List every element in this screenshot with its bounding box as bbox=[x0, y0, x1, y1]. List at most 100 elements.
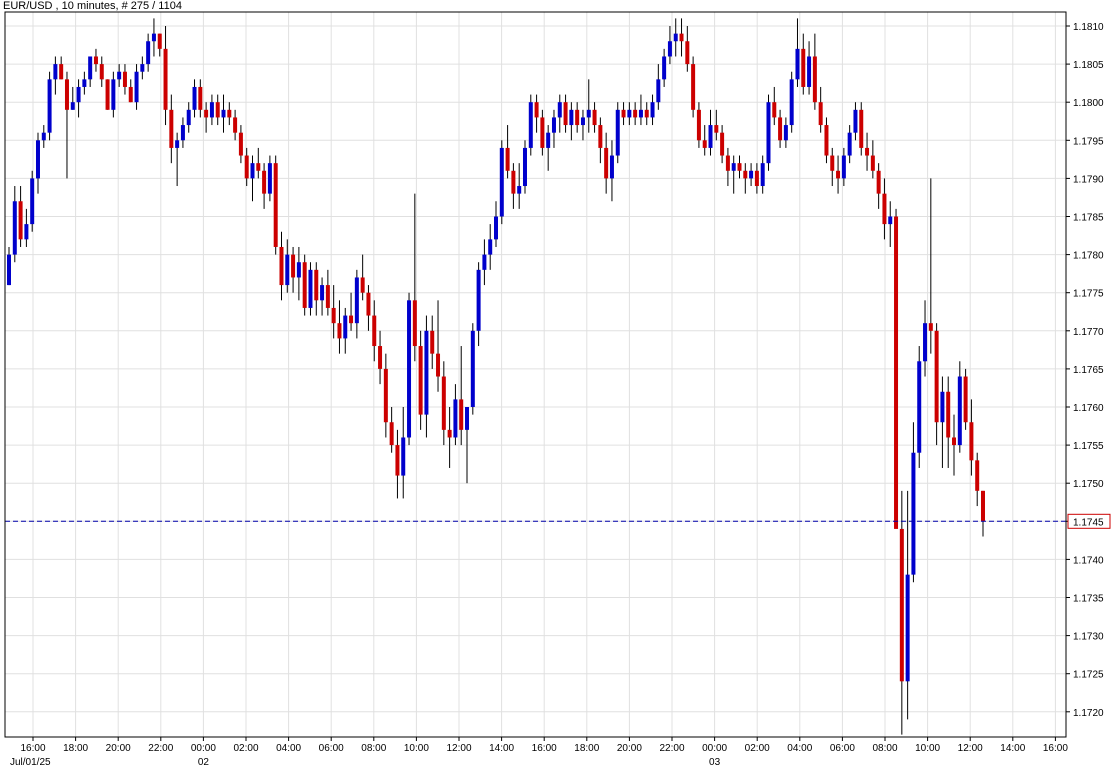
candle bbox=[940, 376, 945, 468]
candle bbox=[743, 163, 748, 194]
candle bbox=[859, 102, 864, 156]
candle bbox=[296, 246, 301, 301]
candle-body bbox=[18, 201, 23, 240]
candle-body bbox=[238, 132, 243, 156]
candle bbox=[749, 163, 754, 187]
candle bbox=[673, 18, 678, 57]
candle-body bbox=[604, 147, 609, 179]
candle-body bbox=[789, 79, 794, 126]
candle bbox=[592, 102, 597, 133]
candle-body bbox=[720, 132, 725, 156]
price-axis: 1.1810 1.1805 1.1800 1.1795 1.1790 1.1785 1.17… bbox=[5, 22, 1111, 719]
candle-body bbox=[801, 48, 806, 87]
candle bbox=[522, 140, 527, 194]
candle-body bbox=[401, 437, 406, 476]
candle bbox=[244, 147, 249, 187]
candle bbox=[563, 94, 568, 133]
candle-body bbox=[517, 186, 522, 194]
candle bbox=[383, 353, 388, 438]
candle bbox=[923, 300, 928, 377]
candle bbox=[517, 163, 522, 209]
date-label: 03 bbox=[709, 757, 721, 768]
candle-body bbox=[169, 109, 174, 148]
candle bbox=[540, 109, 545, 156]
candle-body bbox=[140, 64, 145, 72]
candle bbox=[720, 125, 725, 164]
candle-body bbox=[853, 109, 858, 133]
candle-body bbox=[436, 353, 441, 377]
candle-body bbox=[975, 460, 980, 491]
candle-body bbox=[389, 422, 394, 446]
candle bbox=[499, 140, 504, 225]
candle-body bbox=[354, 277, 359, 324]
candle-body bbox=[395, 445, 400, 476]
candle bbox=[7, 246, 11, 286]
x-tick-label: 22:00 bbox=[148, 743, 173, 754]
candle bbox=[186, 102, 191, 133]
candle-body bbox=[221, 109, 226, 118]
candle-body bbox=[175, 140, 180, 148]
candle bbox=[105, 79, 110, 110]
candle-body bbox=[830, 155, 835, 171]
candle bbox=[18, 186, 23, 247]
y-tick-label: 1.1765 bbox=[1073, 365, 1104, 376]
x-tick-label: 18:00 bbox=[574, 743, 599, 754]
candle-body bbox=[465, 407, 470, 430]
candle bbox=[389, 407, 394, 453]
candle-body bbox=[551, 117, 556, 133]
x-tick-label: 20:00 bbox=[617, 743, 642, 754]
candle-body bbox=[737, 163, 742, 171]
candle bbox=[656, 64, 661, 110]
y-tick-label: 1.1740 bbox=[1073, 555, 1104, 566]
candle bbox=[343, 307, 348, 354]
candle bbox=[407, 292, 412, 446]
candle-body bbox=[969, 422, 974, 461]
candle-body bbox=[522, 147, 527, 187]
plot-frame bbox=[4, 11, 1067, 738]
candle bbox=[302, 254, 307, 316]
candle-body bbox=[494, 216, 498, 240]
candle-body bbox=[256, 163, 261, 171]
candle bbox=[876, 163, 881, 209]
candle bbox=[233, 109, 238, 141]
candle bbox=[946, 376, 951, 468]
y-tick-label: 1.1770 bbox=[1073, 327, 1104, 338]
candle-body bbox=[157, 33, 162, 49]
candle bbox=[691, 56, 696, 118]
x-tick-label: 00:00 bbox=[702, 743, 727, 754]
candle-body bbox=[407, 300, 412, 438]
candle bbox=[905, 490, 910, 720]
candle-body bbox=[656, 79, 661, 103]
candle bbox=[41, 125, 46, 148]
candle bbox=[511, 163, 516, 209]
y-tick-label: 1.1775 bbox=[1073, 289, 1104, 300]
candle-body bbox=[963, 376, 968, 423]
candle bbox=[424, 315, 429, 438]
candle-body bbox=[180, 125, 185, 141]
candle-body bbox=[488, 239, 493, 255]
candle bbox=[818, 86, 823, 133]
candle-body bbox=[430, 330, 435, 354]
candle-body bbox=[250, 163, 255, 179]
candle-body bbox=[621, 109, 626, 118]
candle bbox=[778, 109, 783, 148]
candle-body bbox=[638, 109, 643, 118]
candle-body bbox=[227, 109, 232, 118]
x-tick-label: 00:00 bbox=[191, 743, 216, 754]
candle bbox=[609, 140, 614, 202]
candle-body bbox=[366, 292, 371, 316]
candle-body bbox=[7, 254, 11, 286]
candle bbox=[667, 26, 672, 65]
candle-body bbox=[917, 361, 922, 453]
candle bbox=[865, 132, 870, 171]
y-tick-label: 1.1725 bbox=[1073, 670, 1104, 681]
candle-body bbox=[743, 170, 748, 179]
candle bbox=[256, 147, 261, 179]
x-tick-label: 08:00 bbox=[361, 743, 386, 754]
candle-body bbox=[459, 399, 464, 430]
candle-body bbox=[662, 56, 667, 80]
candle-body bbox=[441, 376, 446, 430]
candle bbox=[928, 178, 933, 354]
candle bbox=[53, 56, 58, 95]
current-price-box bbox=[1067, 513, 1111, 529]
